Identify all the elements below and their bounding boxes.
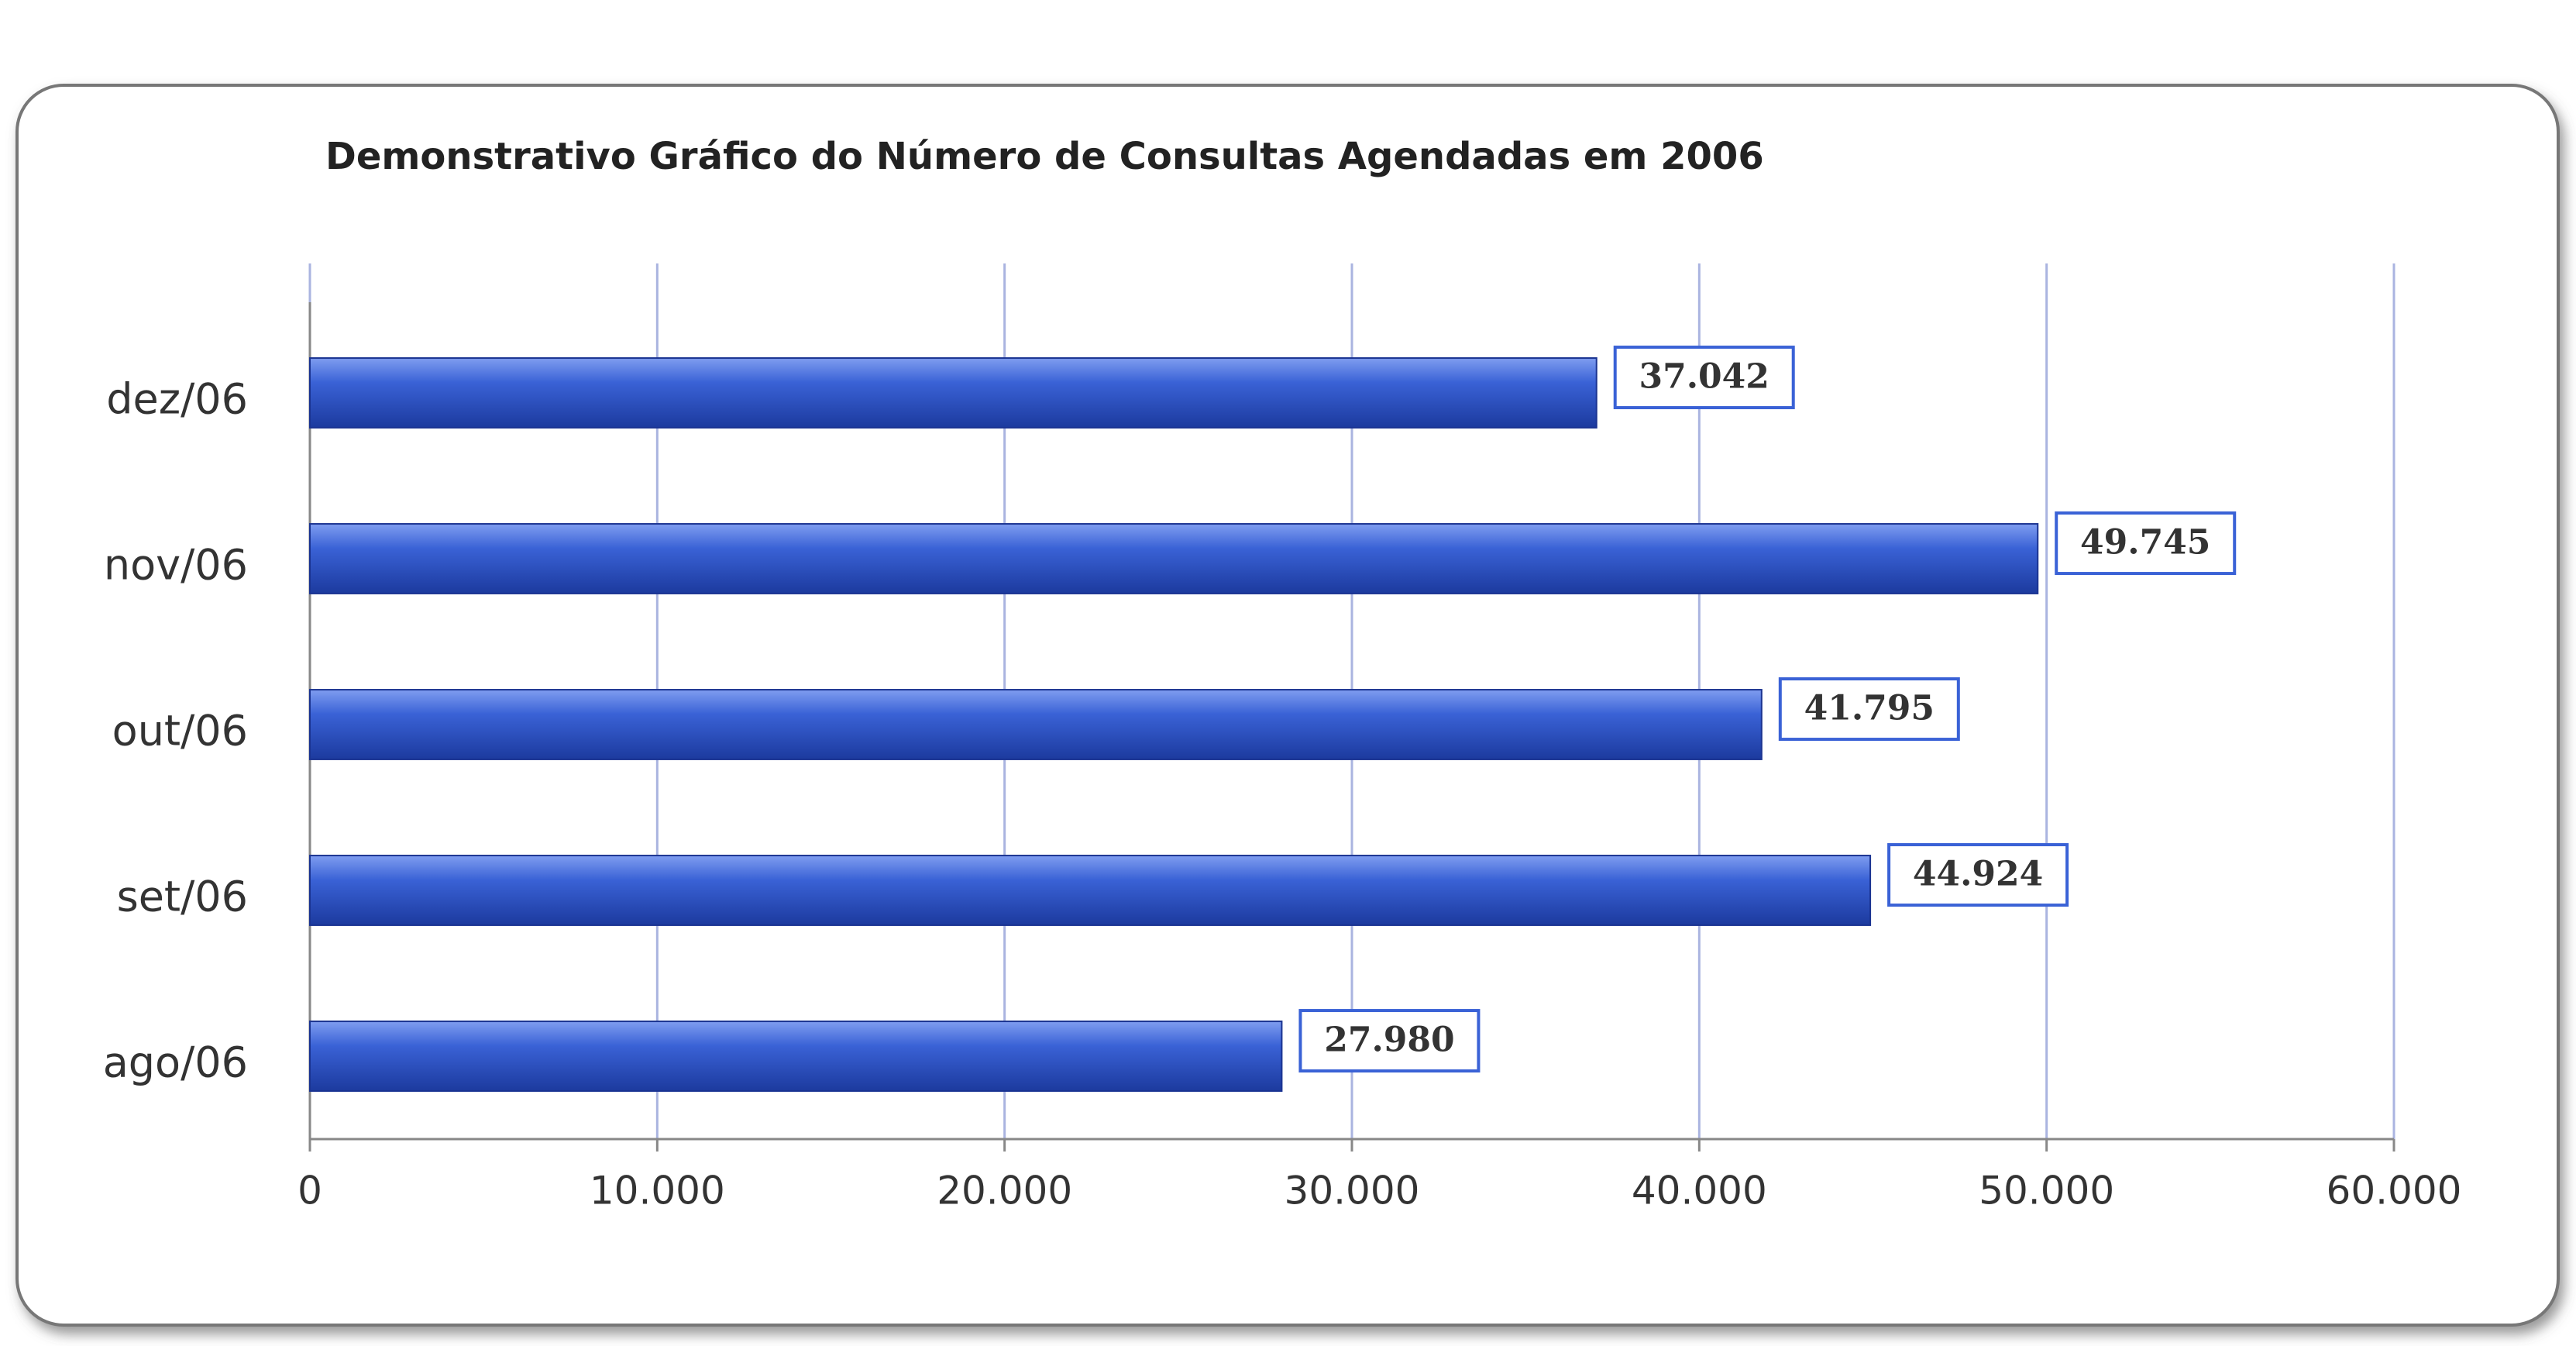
- x-tick-label: 20.000: [937, 1169, 1072, 1213]
- x-tick-label: 50.000: [1979, 1169, 2114, 1213]
- y-tick-label: set/06: [117, 873, 248, 921]
- x-tick-label: 40.000: [1632, 1169, 1767, 1213]
- y-tick-label: out/06: [112, 707, 248, 756]
- bar: [309, 855, 1872, 926]
- bar: [309, 357, 1598, 429]
- value-label-box: [2055, 511, 2237, 576]
- value-label: 41.795: [1804, 689, 1935, 728]
- x-tick-label: 0: [297, 1169, 322, 1213]
- value-label: 27.980: [1324, 1021, 1454, 1060]
- bar: [309, 523, 2039, 594]
- value-label: 37.042: [1639, 357, 1769, 397]
- value-label-box: [1778, 677, 1960, 742]
- value-label-box: [1887, 843, 2069, 907]
- bar: [309, 1021, 1283, 1092]
- bar: [309, 689, 1763, 760]
- x-tick-label: 30.000: [1285, 1169, 1420, 1213]
- y-tick-label: nov/06: [104, 541, 248, 590]
- x-tick-label: 60.000: [2327, 1169, 2462, 1213]
- value-label-box: [1613, 346, 1795, 410]
- x-tick-label: 10.000: [590, 1169, 725, 1213]
- y-tick-label: dez/06: [106, 375, 248, 424]
- chart-title: Demonstrativo Gráfico do Número de Consu…: [325, 135, 1764, 178]
- y-tick-label: ago/06: [103, 1038, 248, 1087]
- value-label: 44.924: [1913, 855, 2043, 894]
- value-label: 49.745: [2080, 523, 2210, 563]
- value-label-box: [1298, 1009, 1481, 1073]
